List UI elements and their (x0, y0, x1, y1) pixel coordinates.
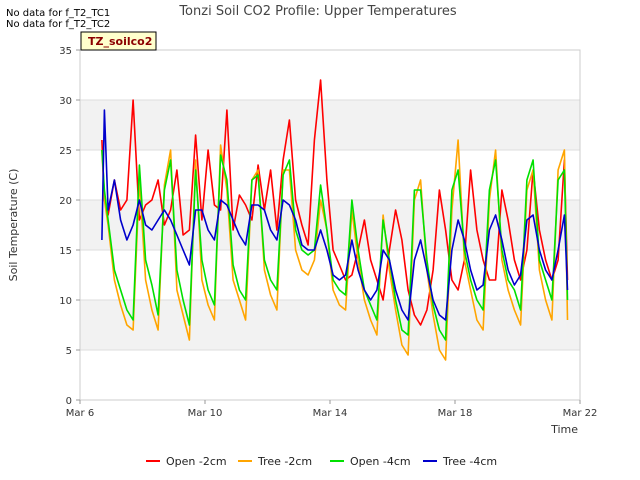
x-tick-label: Mar 22 (563, 408, 598, 419)
x-tick-label: Mar 18 (438, 408, 473, 419)
grid-band (80, 300, 580, 350)
y-tick-label: 30 (59, 96, 72, 107)
y-tick-label: 20 (59, 196, 72, 207)
legend: Open -2cm Tree -2cm Open -4cm Tree -4cm (146, 455, 497, 468)
y-axis-label: Soil Temperature (C) (7, 169, 20, 282)
series-line-3 (101, 149, 569, 341)
series-lines (101, 79, 569, 361)
x-tick-label: Mar 10 (188, 408, 223, 419)
y-tick-label: 0 (66, 396, 72, 407)
y-tick-label: 10 (59, 296, 72, 307)
x-tick-label: Mar 14 (313, 408, 348, 419)
x-axis-label: Time (550, 423, 578, 436)
no-data-notice-1: No data for f_T2_TC1 (6, 8, 111, 19)
site-tag-label: TZ_soilco2 (88, 35, 152, 48)
chart-title: Tonzi Soil CO2 Profile: Upper Temperatur… (178, 4, 457, 19)
site-tag: TZ_soilco2 (80, 31, 157, 51)
grid-band (80, 100, 580, 150)
y-tick-label: 25 (59, 146, 72, 157)
x-tick-label: Mar 6 (66, 408, 94, 419)
legend-label-3: Open -4cm (350, 455, 411, 468)
site-tag-box (80, 31, 157, 51)
no-data-notice-2: No data for f_T2_TC2 (6, 19, 111, 30)
y-tick-label: 35 (59, 46, 72, 57)
series-line-1 (101, 79, 569, 326)
series-line-4 (101, 109, 569, 321)
y-tick-label: 5 (66, 346, 72, 357)
axis-ticks: 0 5 10 15 20 25 30 35 Mar 6 Mar 10 Mar 14 Mar 18 Mar… (59, 46, 597, 419)
legend-label-2: Tree -2cm (257, 455, 312, 468)
legend-label-4: Tree -4cm (442, 455, 497, 468)
legend-label-1: Open -2cm (166, 455, 227, 468)
y-tick-label: 15 (59, 246, 72, 257)
